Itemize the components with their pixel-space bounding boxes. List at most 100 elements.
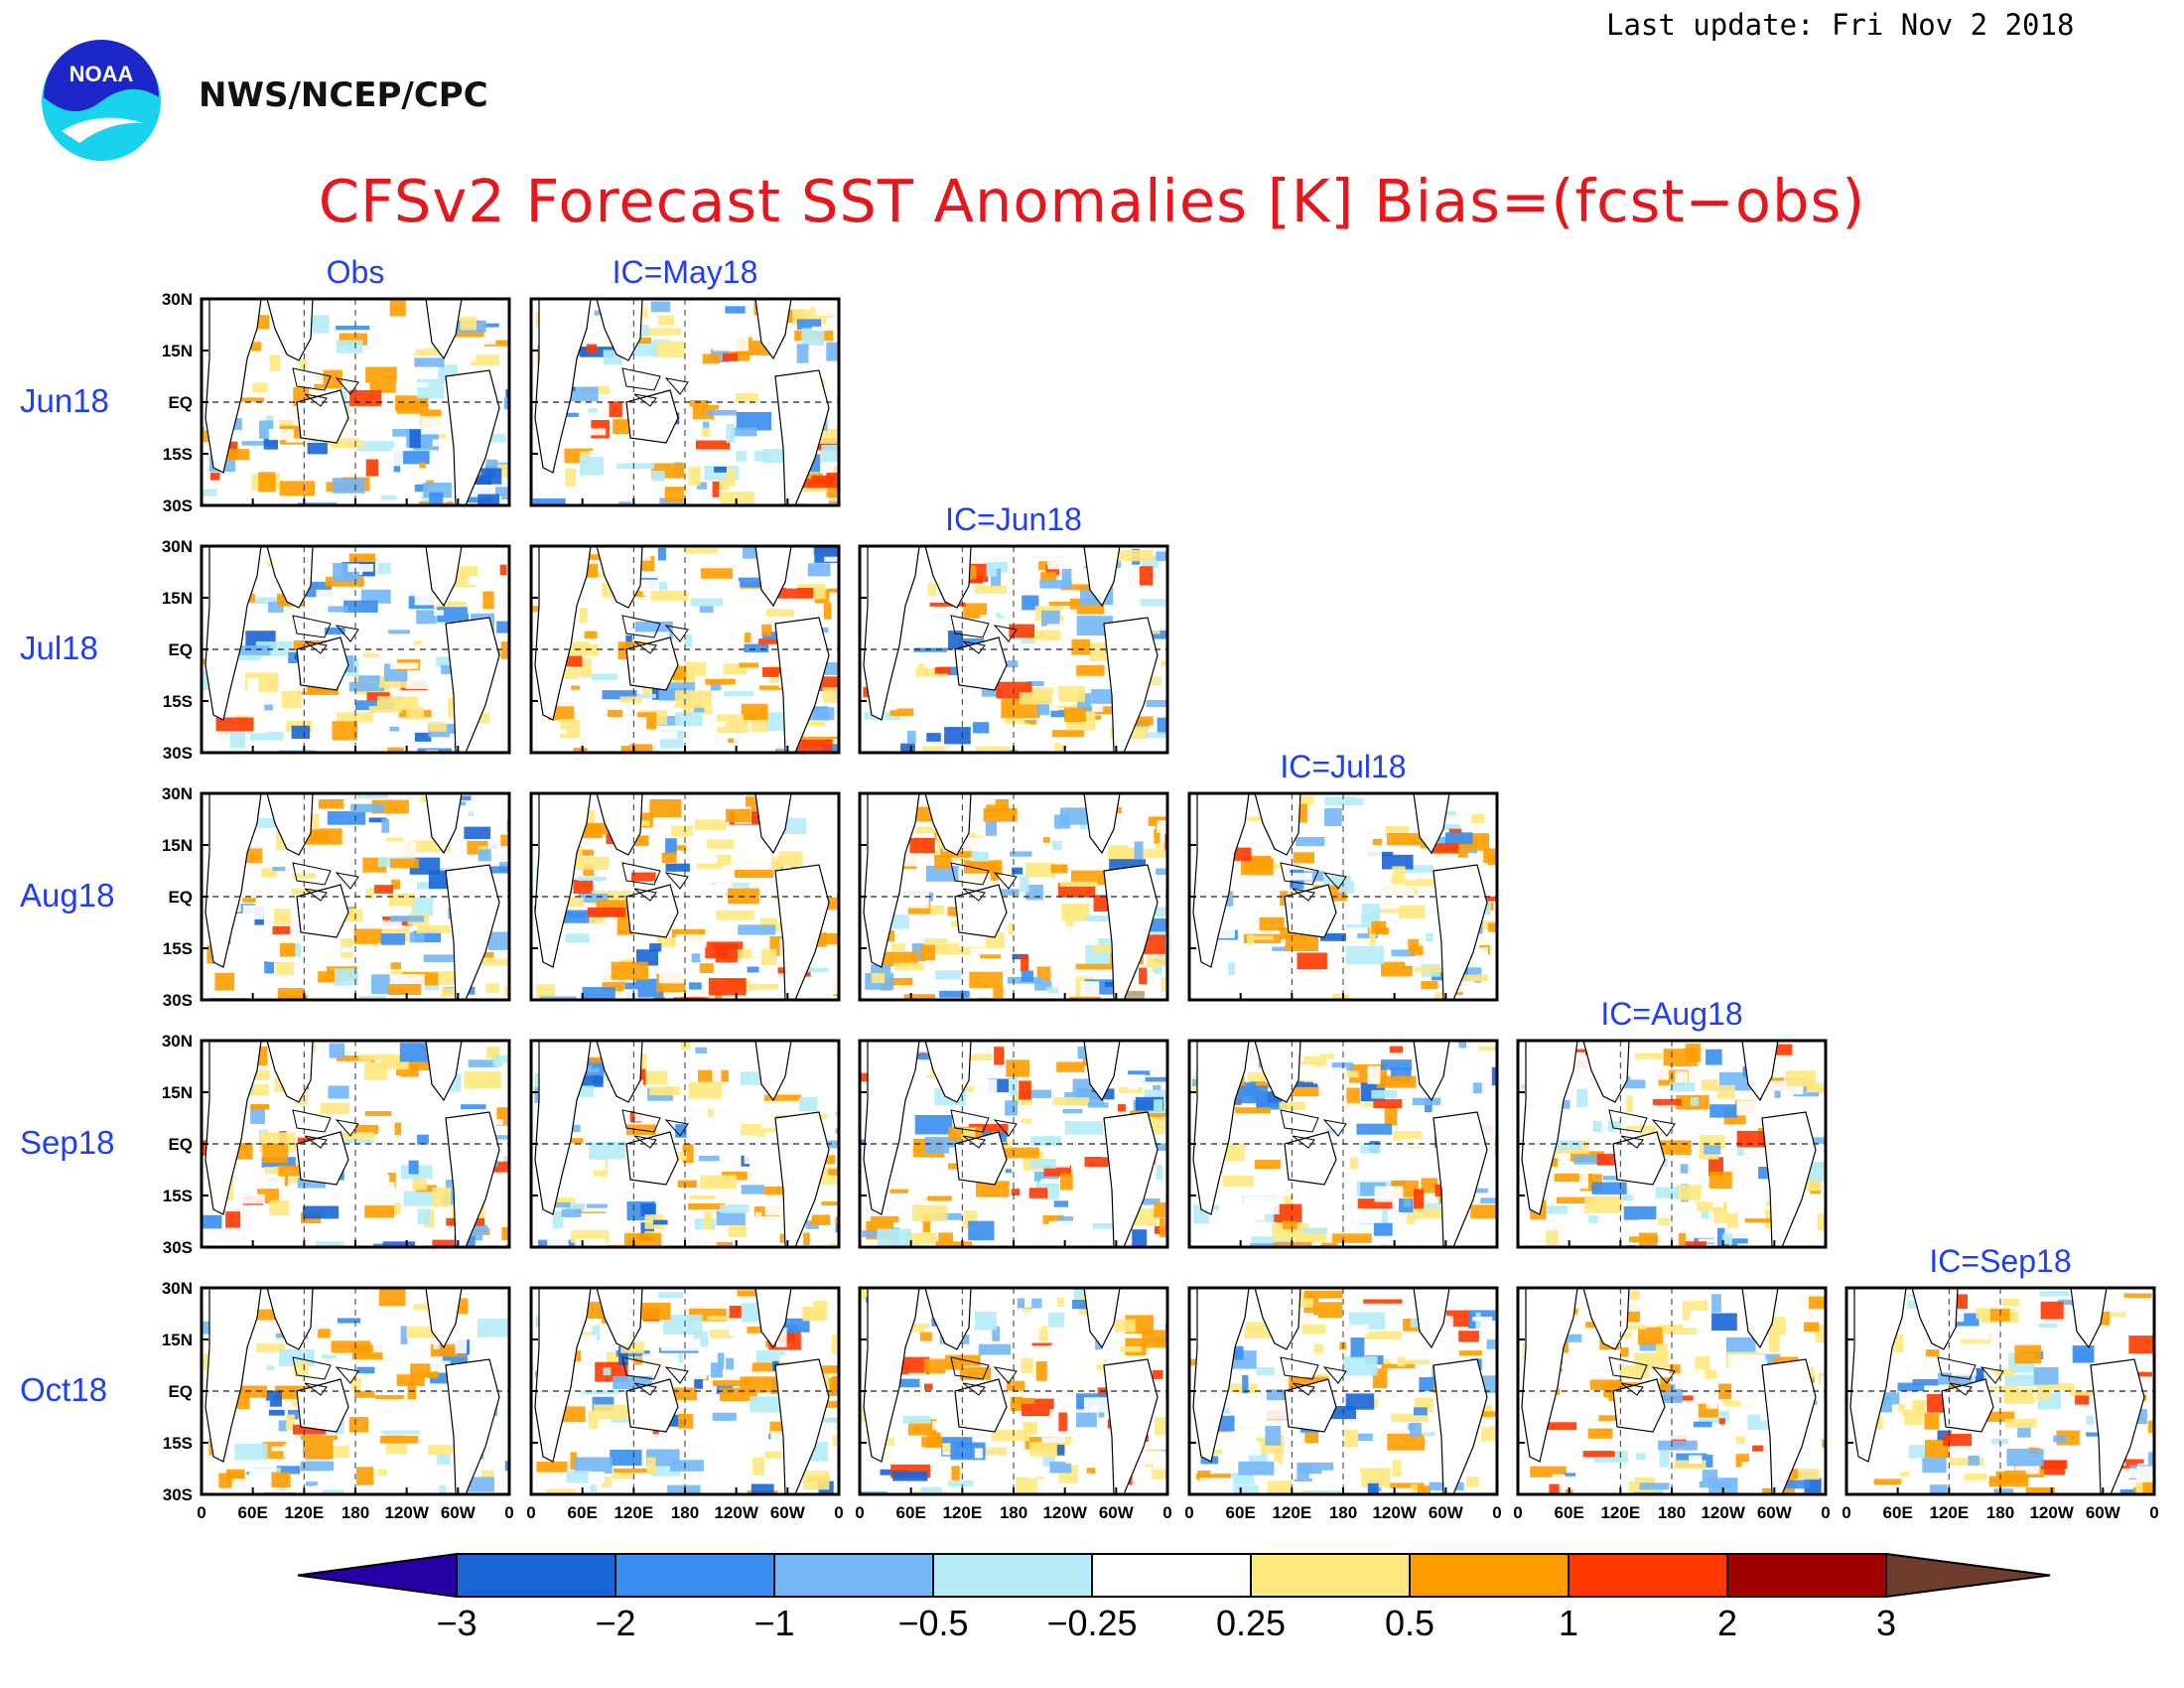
- lon-tick-label: 120E: [1929, 1503, 1969, 1522]
- lat-tick-label: 30N: [162, 784, 193, 803]
- colorbar-tick-label: 1: [1559, 1603, 1578, 1643]
- lon-tick-label: 180: [1000, 1503, 1027, 1522]
- lat-tick-label: 15N: [162, 1083, 193, 1102]
- lon-tick-label: 60W: [770, 1503, 806, 1522]
- map-panel: [200, 297, 511, 507]
- lon-tick-label: 0: [855, 1503, 864, 1522]
- colorbar-tick-label: 2: [1717, 1603, 1737, 1643]
- colorbar-swatch: [456, 1553, 616, 1598]
- lat-tick-label: 30S: [163, 744, 193, 763]
- lon-tick-label: 60W: [1099, 1503, 1135, 1522]
- last-update-label: Last update: Fri Nov 2 2018: [1606, 8, 2075, 42]
- map-panel: [200, 544, 511, 755]
- column-label: IC=Aug18: [1600, 996, 1742, 1032]
- lat-tick-label: EQ: [168, 1382, 193, 1401]
- colorbar-swatch: [932, 1553, 1093, 1598]
- lat-tick-label: EQ: [168, 888, 193, 907]
- map-panel: [529, 297, 841, 507]
- lon-tick-label: 180: [1986, 1503, 2014, 1522]
- row-label: Jul18: [20, 630, 98, 666]
- lon-tick-label: 60W: [1757, 1503, 1793, 1522]
- lon-tick-label: 120E: [1272, 1503, 1311, 1522]
- map-panel: [529, 1286, 841, 1496]
- lon-tick-label: 180: [671, 1503, 699, 1522]
- column-label: IC=Jul18: [1280, 749, 1406, 784]
- lat-tick-label: 15N: [162, 1331, 193, 1349]
- lon-tick-label: 60E: [1883, 1503, 1913, 1522]
- row-label: Jun18: [20, 382, 109, 419]
- lon-tick-label: 60E: [568, 1503, 598, 1522]
- lon-tick-label: 120W: [1042, 1503, 1087, 1522]
- lat-tick-label: 15S: [163, 1434, 193, 1453]
- map-panel: [1516, 1286, 1828, 1496]
- colorbar-tick-label: −0.25: [1046, 1603, 1137, 1643]
- colorbar-swatch: [1568, 1553, 1728, 1598]
- map-panel: [1516, 1039, 1828, 1249]
- colorbar-swatch: [1409, 1553, 1570, 1598]
- lat-tick-label: 30S: [163, 496, 193, 515]
- lat-tick-label: 15N: [162, 342, 193, 360]
- colorbar: −3 −2 −1 −0.5 −0.25 0.25 0.5 1 2 3: [297, 1552, 2051, 1643]
- map-panel: [200, 791, 511, 1002]
- map-panel: [529, 791, 841, 1002]
- lon-tick-label: 0: [1184, 1503, 1193, 1522]
- map-panel: [858, 544, 1169, 755]
- panel-grid: Jun18 30N 15N EQ 15S 30S Obs IC=May18 Jul18 30N 15…: [20, 254, 2159, 1522]
- map-panel: [200, 1286, 511, 1496]
- colorbar-tick-label: −2: [595, 1603, 635, 1643]
- row-label: Sep18: [20, 1124, 114, 1161]
- lat-tick-label: 15N: [162, 836, 193, 855]
- column-label: Obs: [327, 254, 385, 290]
- row-label: Aug18: [20, 877, 114, 914]
- lon-tick-label: 0: [1842, 1503, 1850, 1522]
- map-panel: [1187, 1039, 1499, 1249]
- lat-tick-label: 30N: [162, 290, 193, 309]
- logo-wordmark: NOAA: [69, 62, 134, 86]
- colorbar-tick-label: −0.5: [897, 1603, 968, 1643]
- lat-tick-label: 15S: [163, 1187, 193, 1205]
- lat-tick-label: 30N: [162, 537, 193, 556]
- lon-tick-label: 180: [1329, 1503, 1357, 1522]
- lon-tick-label: 60E: [1226, 1503, 1256, 1522]
- map-panel: [529, 544, 841, 755]
- lon-tick-label: 0: [1162, 1503, 1171, 1522]
- colorbar-swatch: [773, 1553, 934, 1598]
- organization-label: NWS/NCEP/CPC: [199, 75, 488, 115]
- lon-tick-label: 0: [834, 1503, 843, 1522]
- lat-tick-label: 30N: [162, 1032, 193, 1051]
- map-panel: [1844, 1286, 2156, 1496]
- colorbar-tick-label: 0.25: [1216, 1603, 1286, 1643]
- lon-tick-label: 180: [1658, 1503, 1686, 1522]
- lon-tick-label: 120W: [384, 1503, 429, 1522]
- lon-tick-label: 120E: [1600, 1503, 1640, 1522]
- lon-tick-label: 120W: [1372, 1503, 1417, 1522]
- lon-tick-label: 120E: [942, 1503, 982, 1522]
- colorbar-tick-label: −3: [436, 1603, 477, 1643]
- column-label: IC=Jun18: [945, 501, 1082, 537]
- lat-tick-label: 30N: [162, 1279, 193, 1298]
- colorbar-swatch: [1091, 1553, 1252, 1598]
- lon-tick-label: 60E: [896, 1503, 926, 1522]
- column-label: IC=Sep18: [1929, 1243, 2071, 1279]
- lon-tick-label: 120E: [284, 1503, 324, 1522]
- colorbar-swatch: [1250, 1553, 1411, 1598]
- lon-tick-label: 60W: [1429, 1503, 1464, 1522]
- map-panel: [858, 791, 1169, 1002]
- lat-tick-label: 30S: [163, 1485, 193, 1504]
- lon-tick-label: 0: [197, 1503, 205, 1522]
- lon-tick-label: 0: [504, 1503, 513, 1522]
- map-panel: [1187, 1286, 1499, 1496]
- lon-tick-label: 0: [2149, 1503, 2158, 1522]
- lat-tick-label: 15S: [163, 939, 193, 958]
- colorbar-swatch: [1726, 1553, 1887, 1598]
- lat-tick-label: EQ: [168, 393, 193, 412]
- lat-tick-label: 30S: [163, 991, 193, 1010]
- map-panel: [858, 1286, 1169, 1496]
- colorbar-tick-label: −1: [753, 1603, 794, 1643]
- lon-tick-label: 60E: [1555, 1503, 1584, 1522]
- lon-tick-label: 60E: [238, 1503, 268, 1522]
- lat-tick-label: EQ: [168, 1135, 193, 1154]
- lon-tick-label: 60W: [2086, 1503, 2121, 1522]
- lat-tick-label: 15S: [163, 692, 193, 711]
- lat-tick-label: 15S: [163, 445, 193, 464]
